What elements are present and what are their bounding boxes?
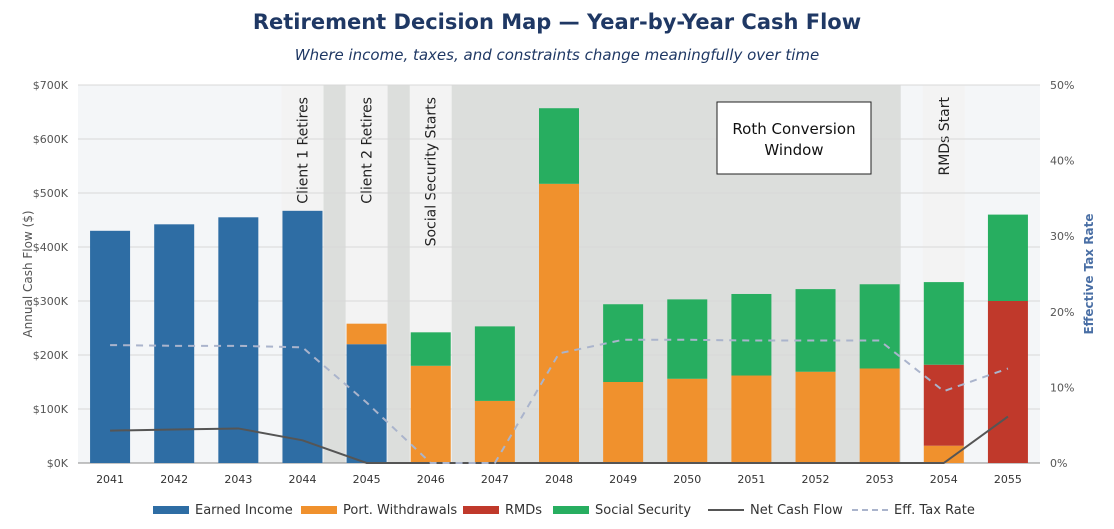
bar-earned-income-2044 (282, 210, 323, 463)
bar-rmds-2055 (987, 301, 1028, 463)
bar-port-withdrawals-2049 (603, 382, 644, 463)
milestone-label-client-1-retires: Client 1 Retires (295, 97, 311, 204)
y-tick-label: $500K (33, 187, 69, 200)
legend-swatch-port-withdrawals (301, 506, 337, 514)
y-tick-label: $700K (33, 79, 69, 92)
bar-port-withdrawals-2045 (346, 323, 387, 345)
x-tick-label: 2048 (545, 473, 573, 486)
legend-label-port-withdrawals: Port. Withdrawals (343, 502, 458, 518)
bar-earned-income-2041 (90, 230, 131, 463)
y2-tick-label: 10% (1050, 381, 1074, 394)
y2-tick-label: 20% (1050, 306, 1074, 319)
x-tick-label: 2055 (994, 473, 1022, 486)
y2-tick-label: 50% (1050, 79, 1074, 92)
y-tick-label: $100K (33, 403, 69, 416)
y-tick-label: $0K (47, 457, 69, 470)
x-tick-label: 2050 (673, 473, 701, 486)
bar-social-security-2055 (987, 214, 1028, 301)
roth-annotation-line-1: Roth Conversion (732, 120, 855, 138)
x-tick-label: 2046 (417, 473, 445, 486)
legend-social-security: Social Security (553, 499, 691, 521)
bar-port-withdrawals-2051 (731, 375, 772, 463)
y-tick-label: $300K (33, 295, 69, 308)
y2-tick-label: 40% (1050, 155, 1074, 168)
legend-label-social-security: Social Security (595, 502, 692, 518)
legend-port-withdrawals: Port. Withdrawals (301, 499, 457, 521)
y2-tick-label: 0% (1050, 457, 1067, 470)
bar-social-security-2050 (667, 299, 708, 379)
milestone-label-client-2-retires: Client 2 Retires (360, 97, 376, 204)
x-tick-label: 2052 (802, 473, 830, 486)
y-axis-title: Annual Cash Flow ($) (21, 210, 35, 337)
bar-social-security-2047 (474, 326, 515, 401)
legend-eff-tax-rate: Eff. Tax Rate (852, 499, 975, 521)
x-tick-label: 2049 (609, 473, 637, 486)
legend-rmds: RMDs (463, 499, 542, 521)
bar-port-withdrawals-2050 (667, 378, 708, 463)
y2-tick-label: 30% (1050, 230, 1074, 243)
legend-swatch-earned-income (153, 506, 189, 514)
bar-social-security-2054 (923, 282, 964, 365)
bar-earned-income-2043 (218, 217, 259, 463)
x-tick-label: 2053 (866, 473, 894, 486)
bar-social-security-2049 (603, 304, 644, 382)
x-tick-label: 2042 (160, 473, 188, 486)
roth-annotation-box (716, 101, 872, 175)
legend-label-net-cash-flow: Net Cash Flow (750, 502, 843, 518)
y-tick-label: $200K (33, 349, 69, 362)
legend-net-cash-flow: Net Cash Flow (708, 499, 843, 521)
bar-port-withdrawals-2048 (539, 183, 579, 463)
x-tick-label: 2047 (481, 473, 509, 486)
y-tick-label: $400K (33, 241, 69, 254)
legend-label-earned-income: Earned Income (195, 502, 293, 518)
bar-social-security-2046 (410, 332, 451, 366)
legend-swatch-social-security (553, 506, 589, 514)
bar-port-withdrawals-2052 (795, 371, 836, 463)
x-tick-label: 2043 (224, 473, 252, 486)
bar-earned-income-2042 (154, 224, 195, 463)
y-tick-label: $600K (33, 133, 69, 146)
y2-axis-title: Effective Tax Rate (1082, 213, 1096, 334)
chart-legend: Earned Income Port. Withdrawals RMDs Soc… (0, 499, 1114, 521)
bar-social-security-2053 (859, 284, 900, 369)
bar-port-withdrawals-2054 (923, 445, 964, 463)
x-tick-label: 2041 (96, 473, 124, 486)
milestone-label-rmds-start: RMDs Start (937, 96, 953, 175)
legend-line-net-cash-flow (708, 509, 744, 511)
bar-social-security-2052 (795, 289, 836, 372)
milestone-label-social-security-starts: Social Security Starts (424, 97, 440, 246)
bar-social-security-2051 (731, 293, 772, 376)
chart-title: Retirement Decision Map — Year-by-Year C… (252, 10, 862, 34)
x-tick-label: 2045 (353, 473, 381, 486)
bar-port-withdrawals-2047 (474, 400, 515, 463)
bar-port-withdrawals-2053 (859, 368, 900, 463)
line-eff-tax-rate (110, 338, 1009, 464)
bar-rmds-2054 (923, 364, 964, 446)
bar-port-withdrawals-2046 (410, 365, 451, 463)
x-tick-label: 2044 (288, 473, 316, 486)
chart-plot: Client 1 Retires Client 2 Retires Social S… (21, 79, 1096, 486)
x-tick-label: 2051 (737, 473, 765, 486)
bar-social-security-2048 (539, 108, 579, 184)
legend-label-eff-tax-rate: Eff. Tax Rate (894, 502, 975, 518)
legend-earned-income: Earned Income (153, 499, 293, 521)
legend-label-rmds: RMDs (505, 502, 543, 518)
chart-subtitle: Where income, taxes, and constraints cha… (294, 46, 820, 64)
legend-line-eff-tax-rate (852, 509, 888, 511)
roth-annotation-line-2: Window (764, 141, 823, 159)
legend-swatch-rmds (463, 506, 499, 514)
line-net-cash-flow (110, 415, 1009, 464)
x-tick-label: 2054 (930, 473, 958, 486)
